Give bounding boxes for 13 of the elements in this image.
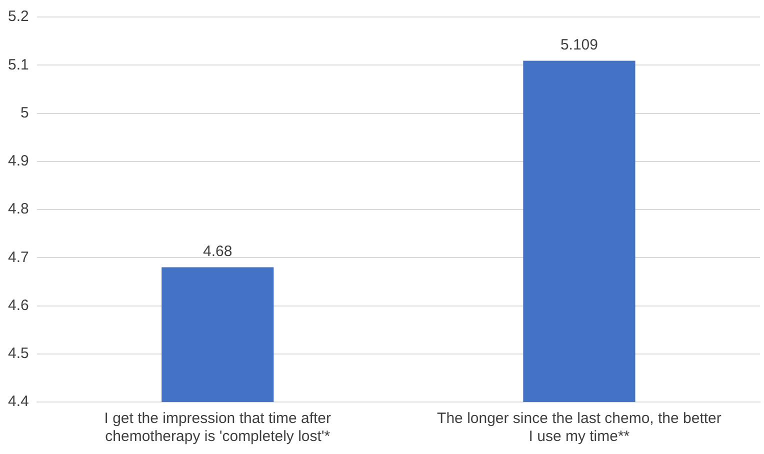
y-tick-label: 5.1 (8, 56, 29, 74)
x-tick-label: The longer since the last chemo, the better I use my time** (437, 410, 722, 446)
y-tick-label: 5 (20, 104, 29, 122)
y-tick-label: 4.7 (8, 248, 29, 266)
y-tick-label: 4.4 (8, 393, 29, 410)
x-tick-label: I get the impression that time after chemotherapy is 'completely lost'* (104, 410, 332, 446)
data-label: 5.109 (560, 36, 598, 54)
y-tick-label: 4.5 (8, 345, 29, 362)
data-label: 4.68 (203, 242, 232, 260)
y-tick-label: 4.6 (8, 296, 29, 314)
y-tick-label: 5.2 (8, 8, 29, 26)
y-tick-label: 4.8 (8, 200, 29, 218)
y-tick-label: 4.9 (8, 152, 29, 170)
